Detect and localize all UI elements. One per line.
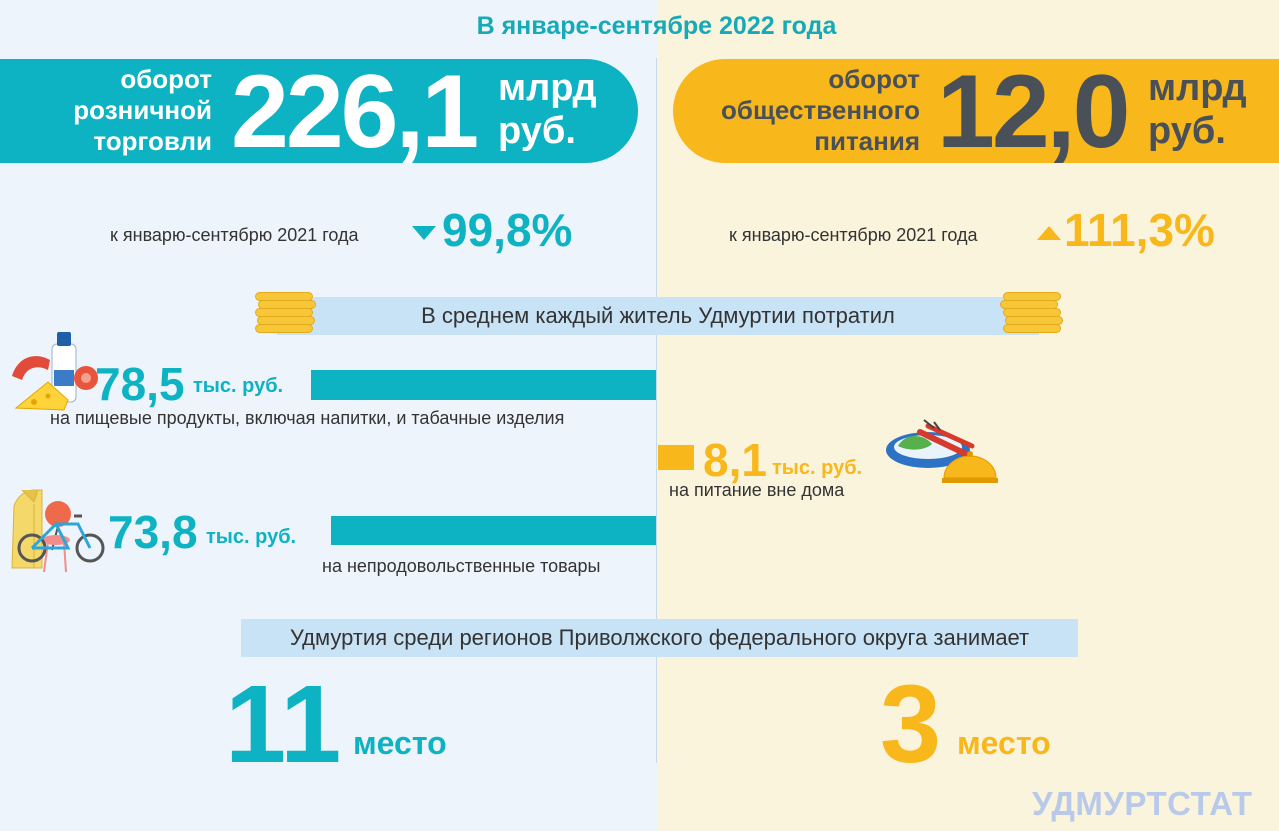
dining-spending-description: на питание вне дома [669,480,845,500]
retail-comparison-label: к январю-сентябрю 2021 года [110,225,359,245]
food-spending-bar [310,370,656,400]
catering-rank-value: 3 [880,663,942,786]
goods-spending-value: 73,8 [108,506,198,558]
goods-spending-description: на непродовольственные товары [322,556,601,576]
catering-turnover-unit: млрд руб. [1148,67,1247,153]
coins-icon [255,292,316,336]
unit-line: руб. [1148,110,1226,152]
trend-down-icon [412,226,436,240]
retail-turnover-value: 226,1 [231,54,479,170]
center-divider [656,58,657,763]
dining-spending-bar [658,445,694,470]
dining-spending-value: 8,1 [703,434,767,486]
trend-up-icon [1037,226,1061,240]
catering-label-line: питания [814,126,920,156]
catering-label-line: оборот [828,64,920,94]
food-icon [12,332,98,411]
coins-icon [1000,292,1063,336]
retail-rank-value: 11 [225,663,342,786]
retail-turnover-label: оборот розничной торговли [20,64,212,157]
goods-spending-unit: тыс. руб. [206,526,297,548]
food-spending-unit: тыс. руб. [193,375,284,397]
goods-icon [11,489,105,573]
catering-turnover-value: 12,0 [937,54,1130,170]
retail-label-line: торговли [93,126,212,156]
retail-label-line: оборот [120,64,212,94]
spending-title: В среднем каждый житель Удмуртии потрати… [277,297,1039,335]
unit-line: руб. [498,110,576,152]
ranking-title: Удмуртия среди регионов Приволжского фед… [241,619,1078,657]
retail-turnover-banner [0,59,638,163]
catering-turnover-label: оборот общественного питания [680,64,920,157]
catering-comparison-label: к январю-сентябрю 2021 года [729,225,978,245]
catering-label-line: общественного [721,95,920,125]
period-title: В январе-сентябре 2022 года [476,12,837,40]
food-spending-value: 78,5 [95,358,185,410]
retail-comparison-value: 99,8% [442,204,573,256]
dish-icon [886,419,998,483]
retail-label-line: розничной [73,95,212,125]
unit-line: млрд [498,67,597,109]
goods-spending-bar [331,516,656,545]
catering-comparison-value: 111,3% [1064,204,1215,256]
retail-turnover-unit: млрд руб. [498,67,597,153]
unit-line: млрд [1148,67,1247,109]
catering-turnover-banner [673,59,1279,163]
food-spending-description: на пищевые продукты, включая напитки, и … [50,408,565,428]
retail-rank-label: место [353,725,447,761]
dining-spending-unit: тыс. руб. [772,457,863,479]
udmurtstat-logo: УДМУРТСТАТ [1032,785,1253,822]
catering-rank-label: место [957,725,1051,761]
